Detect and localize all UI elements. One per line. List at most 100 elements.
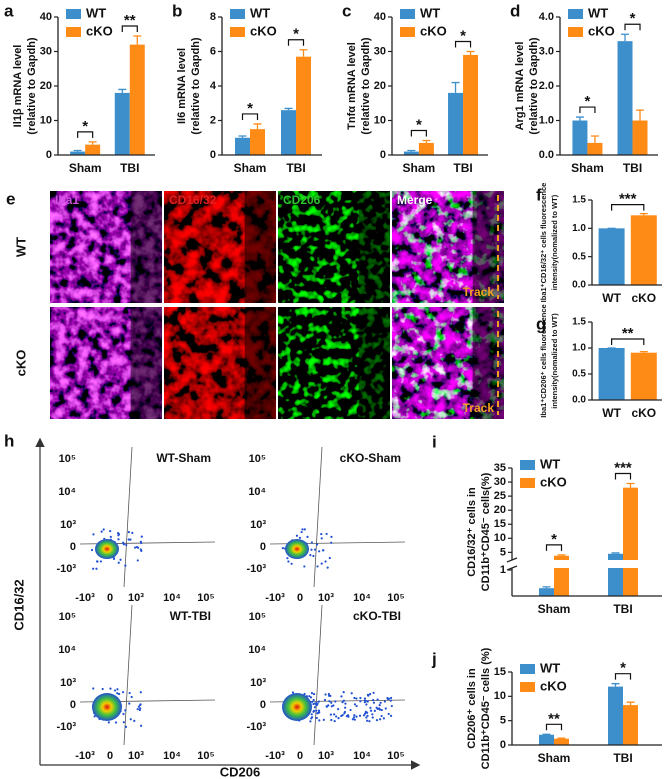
x-tick-label: -10³ (265, 750, 285, 762)
flow-event (311, 700, 314, 703)
flow-event (313, 706, 317, 709)
flow-event (378, 708, 382, 711)
flow-event (337, 717, 340, 720)
channel-label: CD16/32 (169, 193, 217, 207)
flow-event (343, 712, 346, 715)
panel-letter: b (172, 1, 182, 20)
flow-event (329, 713, 333, 716)
flow-event (371, 713, 374, 716)
plot-label: cKO-Sham (340, 451, 401, 465)
flow-event (125, 543, 128, 547)
bar (85, 144, 101, 155)
y-tick-label: 6 (210, 45, 216, 57)
y-tick-label: 10⁵ (59, 453, 76, 465)
flow-event (109, 535, 112, 538)
flow-event (315, 702, 318, 705)
y-tick-label: 0 (380, 149, 386, 161)
flow-plot (79, 446, 216, 588)
x-tick-label: cKO (631, 291, 656, 305)
error-bar (451, 81, 460, 93)
axis-break-gap (506, 560, 662, 568)
flow-event (310, 541, 313, 544)
panel-letter: f (536, 185, 542, 204)
flow-event (330, 701, 333, 704)
flow-event (344, 706, 347, 709)
channel-label: Iba1 (55, 193, 79, 207)
flow-event (359, 700, 362, 703)
flow-event (342, 691, 345, 694)
y-axis-label: intensity(nomalized to WT) (550, 194, 559, 290)
legend-label: cKO (588, 23, 615, 38)
flow-event (358, 714, 362, 717)
flow-event (122, 543, 125, 546)
y-tick-label: 40 (40, 11, 52, 23)
significance-label: * (585, 93, 591, 110)
bar (608, 686, 623, 745)
legend-swatch (520, 682, 535, 692)
flow-event (367, 694, 370, 697)
legend-swatch (400, 27, 415, 37)
density-cluster (285, 539, 309, 559)
flow-event (363, 697, 367, 700)
flow-event (380, 714, 383, 718)
flow-event (330, 541, 333, 544)
flow-event (139, 691, 142, 694)
flow-event (352, 716, 356, 719)
error-bar (73, 149, 82, 152)
y-tick-label: 0.5 (572, 369, 586, 380)
flow-event (306, 535, 309, 538)
x-tick-label: 0 (297, 592, 303, 604)
y-tick-label: 1.0 (539, 114, 554, 126)
flow-event (95, 567, 98, 570)
flow-event (310, 548, 313, 551)
significance-bracket (611, 204, 645, 211)
x-tick-label: TBI (120, 161, 139, 175)
significance-label: *** (619, 191, 637, 208)
flow-event (124, 564, 127, 567)
channel-label: CD206 (283, 193, 321, 207)
significance-bracket (614, 472, 632, 480)
flow-event (312, 702, 315, 706)
flow-event (371, 716, 374, 719)
flow-event (333, 713, 336, 716)
y-tick-label: 0.0 (572, 280, 586, 291)
bar (250, 129, 265, 155)
significance-bracket (287, 39, 305, 46)
significance-label: * (247, 100, 253, 117)
flow-event (116, 532, 120, 535)
error-bar (542, 586, 551, 589)
flow-event (342, 699, 346, 702)
y-tick-label: 1.0 (572, 223, 586, 234)
flow-event (301, 528, 304, 531)
flow-event (324, 693, 327, 696)
flow-event (318, 711, 321, 714)
flow-event (92, 533, 95, 536)
flow-event (341, 713, 344, 717)
flow-event (362, 714, 366, 717)
flow-event (90, 548, 94, 552)
flow-event (337, 708, 340, 711)
panel-letter: e (6, 189, 15, 208)
y-tick-label: 5 (500, 715, 506, 727)
bar (617, 41, 633, 155)
flow-event (369, 709, 373, 712)
y-axis-label: CD11b⁺CD45⁻ cells (%) (480, 647, 492, 769)
legend-swatch (400, 9, 415, 19)
flow-event (118, 692, 121, 696)
y-axis-label: Iba1⁺CD206⁺ cells fluorescence (539, 304, 548, 417)
y-axis-label: Tnfα mRNA level (346, 42, 358, 130)
error-bar (639, 212, 648, 216)
flow-event (325, 705, 328, 708)
x-tick-label: Sham (234, 161, 267, 175)
x-tick-label: 10³ (128, 750, 144, 762)
legend-swatch (520, 460, 535, 470)
flow-event (387, 697, 390, 700)
legend-label: WT (540, 660, 560, 675)
bar (70, 151, 86, 155)
flow-event (323, 698, 327, 702)
significance-label: ** (124, 12, 136, 29)
flow-event (359, 696, 362, 700)
flow-event (92, 687, 95, 690)
flow-event (117, 534, 120, 537)
x-tick-label: TBI (453, 161, 472, 175)
